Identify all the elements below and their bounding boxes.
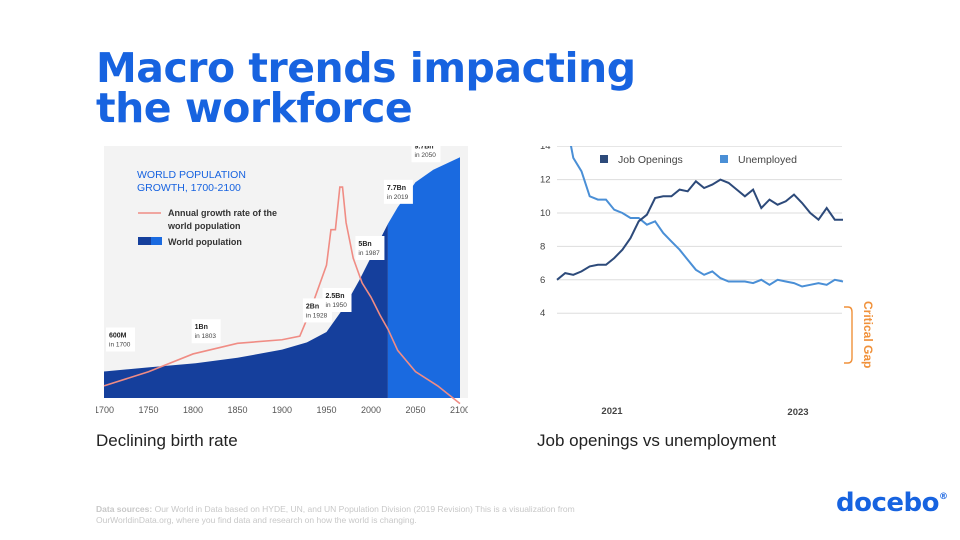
data-sources-footer: Data sources: Our World in Data based on… xyxy=(96,504,636,526)
annotation-value: 2.5Bn xyxy=(326,293,345,300)
population-chart-title-line1: WORLD POPULATION xyxy=(137,169,246,181)
y-tick-10: 10 xyxy=(540,208,551,219)
legend-job-openings-label: Job Openings xyxy=(618,154,683,166)
legend-growth-label-line1: Annual growth rate of the xyxy=(168,208,277,218)
population-area-projected xyxy=(387,157,460,398)
annotation-value: 9.7Bn xyxy=(415,146,434,150)
logo-text: docebo xyxy=(836,488,940,518)
legend-population-swatch-bright xyxy=(151,237,162,245)
annotation-value: 1Bn xyxy=(195,324,208,331)
legend-population-swatch-dark xyxy=(138,237,151,245)
annotation-2019: 7.7Bn in 2019 xyxy=(383,179,413,204)
x-label-2021: 2021 xyxy=(601,406,623,417)
caption-job-openings: Job openings vs unemployment xyxy=(537,431,777,450)
footer-text: Our World in Data based on HYDE, UN, and… xyxy=(96,504,575,525)
y-tick-14: 14 xyxy=(540,146,551,152)
annotation-1700: 600M in 1700 xyxy=(106,327,135,352)
y-tick-8: 8 xyxy=(540,241,545,252)
annotation-sub: in 1700 xyxy=(109,342,131,349)
x-tick-2000: 2000 xyxy=(361,405,381,415)
logo-registered-mark: ® xyxy=(939,492,948,502)
y-tick-6: 6 xyxy=(540,275,545,286)
y-tick-4: 4 xyxy=(540,308,545,319)
x-tick-1800: 1800 xyxy=(183,405,203,415)
annotation-value: 2Bn xyxy=(306,303,319,310)
critical-gap-bracket xyxy=(844,306,853,364)
legend-unemployed-label: Unemployed xyxy=(738,154,797,166)
caption-declining-birth-rate: Declining birth rate xyxy=(96,431,238,450)
legend-growth-label-line2: world population xyxy=(167,221,241,231)
footer-label: Data sources: xyxy=(96,504,153,514)
annotation-2050: 9.7Bn in 2050 xyxy=(411,146,441,163)
page-title: Macro trends impacting the workforce xyxy=(96,44,636,132)
unemployed-line xyxy=(569,146,844,288)
growth-rate-line xyxy=(103,186,461,405)
annotation-sub: in 2019 xyxy=(387,194,409,201)
x-tick-1850: 1850 xyxy=(227,405,247,415)
population-chart: 600M in 1700 1Bn in 1803 2Bn in 1928 2.5Bn in 1… xyxy=(96,146,468,415)
annotation-value: 5Bn xyxy=(358,241,371,248)
annotation-sub: in 1987 xyxy=(358,250,380,257)
x-tick-2100: 2100 xyxy=(450,405,468,415)
population-chart-title-line2: GROWTH, 1700-2100 xyxy=(137,182,241,194)
x-tick-2050: 2050 xyxy=(405,405,425,415)
annotation-1987: 5Bn in 1987 xyxy=(355,236,385,260)
job-openings-line xyxy=(556,178,843,281)
annotation-value: 7.7Bn xyxy=(387,185,406,192)
y-tick-12: 12 xyxy=(540,175,551,186)
x-tick-1950: 1950 xyxy=(316,405,336,415)
critical-gap-label: Critical Gap xyxy=(861,301,875,368)
legend-population-label: World population xyxy=(168,237,242,247)
annotation-sub: in 1803 xyxy=(195,333,217,340)
docebo-logo[interactable]: docebo® xyxy=(836,488,948,518)
annotation-value: 600M xyxy=(109,333,127,340)
annotation-1950: 2.5Bn in 1950 xyxy=(322,288,352,312)
x-label-2023: 2023 xyxy=(787,407,808,418)
legend-unemployed-swatch xyxy=(720,155,728,163)
population-area-historical xyxy=(104,223,388,398)
annotation-sub: in 2050 xyxy=(415,152,437,159)
x-tick-1750: 1750 xyxy=(138,405,158,415)
x-tick-1700: 1700 xyxy=(96,405,114,415)
x-tick-1900: 1900 xyxy=(272,405,292,415)
legend-job-openings-swatch xyxy=(600,155,608,163)
annotation-sub: in 1950 xyxy=(326,302,348,309)
jobs-chart: Job Openings Unemployed 46810121416 M202… xyxy=(540,146,875,418)
annotation-1803: 1Bn in 1803 xyxy=(191,319,221,344)
annotation-sub: in 1928 xyxy=(306,312,328,319)
